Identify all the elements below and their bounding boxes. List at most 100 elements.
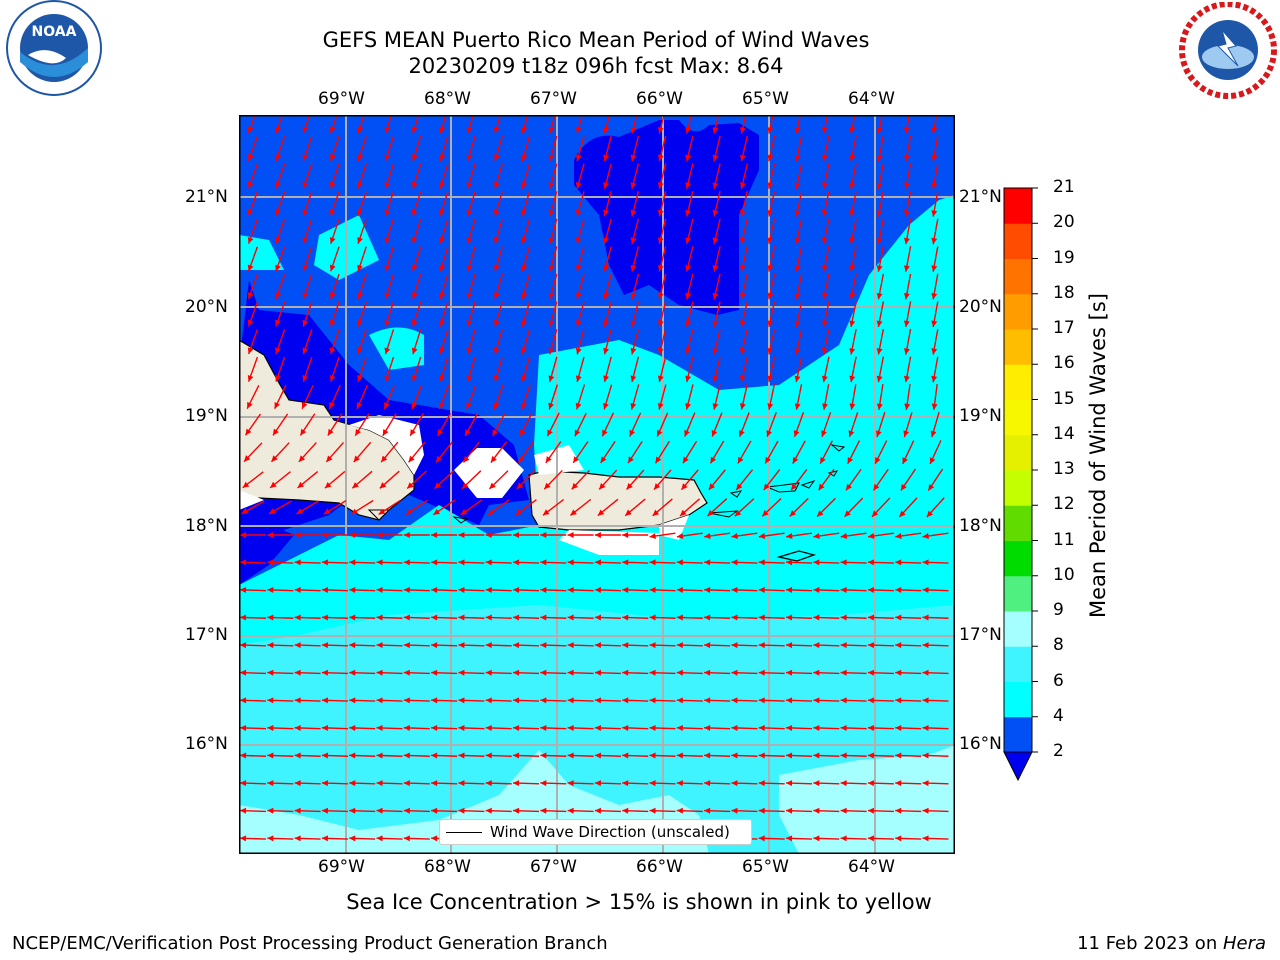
wave-arrow xyxy=(630,301,640,327)
lon-tick-top: 67°W xyxy=(530,89,577,109)
footer-date-text: 11 Feb 2023 on xyxy=(1077,933,1223,954)
wave-arrow xyxy=(540,807,567,814)
lat-tick-right: 18°N xyxy=(959,516,1002,536)
wave-arrow xyxy=(321,724,348,731)
wave-arrow xyxy=(466,115,474,134)
wave-arrow xyxy=(321,780,348,787)
wave-arrow xyxy=(840,724,867,731)
wave-arrow xyxy=(411,301,422,327)
wave-arrow xyxy=(622,559,649,566)
wave-arrow xyxy=(247,218,259,244)
wave-arrow xyxy=(439,356,449,383)
wave-arrow xyxy=(403,724,430,731)
wave-arrow xyxy=(376,697,403,704)
wave-arrow xyxy=(840,642,867,649)
wave-arrow xyxy=(657,301,667,327)
colorbar-tick-label: 9 xyxy=(1053,600,1064,620)
wave-arrow xyxy=(737,440,752,464)
wave-arrow xyxy=(485,669,512,676)
wave-arrow xyxy=(275,274,286,300)
wave-arrow xyxy=(321,614,348,621)
wave-arrow xyxy=(247,356,259,382)
wave-arrow xyxy=(684,412,696,437)
wave-arrow xyxy=(594,642,621,649)
wave-arrow xyxy=(493,273,504,300)
wave-arrow xyxy=(629,412,642,437)
wave-arrow xyxy=(353,441,372,463)
wave-arrow xyxy=(603,163,612,189)
wave-arrow xyxy=(439,218,449,245)
wave-arrow xyxy=(302,246,313,272)
wave-arrow xyxy=(622,807,649,814)
colorbar-segment xyxy=(1004,188,1032,224)
wave-arrow xyxy=(903,273,912,300)
wave-arrow xyxy=(302,329,313,355)
wave-arrow xyxy=(520,384,531,410)
wave-arrow xyxy=(657,273,667,300)
wave-arrow xyxy=(872,468,889,491)
wave-arrow xyxy=(649,532,676,539)
wave-arrow xyxy=(685,218,694,245)
wave-arrow xyxy=(845,468,862,491)
wave-arrow xyxy=(597,498,619,517)
wave-arrow xyxy=(439,191,449,217)
colorbar-tick-label: 13 xyxy=(1053,459,1075,479)
wave-arrow xyxy=(275,163,286,189)
wave-arrow xyxy=(622,780,649,787)
wave-arrow xyxy=(466,273,476,300)
colorbar-extend xyxy=(1003,751,1033,782)
wave-arrow xyxy=(903,190,912,217)
wave-arrow xyxy=(785,586,813,593)
wave-arrow xyxy=(813,697,840,704)
wave-arrow xyxy=(731,614,758,621)
wave-arrow xyxy=(349,669,376,676)
wave-arrow xyxy=(357,246,367,272)
wave-arrow xyxy=(847,440,861,465)
wave-arrow xyxy=(649,807,676,814)
wave-arrow xyxy=(357,191,367,217)
wave-arrow xyxy=(512,586,540,593)
colorbar-segment xyxy=(1004,293,1032,330)
wave-arrow xyxy=(931,135,939,162)
wave-arrow xyxy=(439,329,449,355)
wave-arrow xyxy=(519,412,533,437)
wave-arrow xyxy=(704,586,731,593)
wave-arrow xyxy=(458,642,485,649)
wave-arrow xyxy=(785,780,813,787)
wave-arrow xyxy=(849,384,857,410)
lat-tick-left: 18°N xyxy=(185,516,228,536)
wave-arrow xyxy=(794,384,803,410)
wave-arrow xyxy=(383,384,396,410)
wave-arrow xyxy=(875,411,886,438)
wave-arrow xyxy=(302,191,313,217)
wave-arrow xyxy=(813,532,840,539)
wave-arrow xyxy=(411,115,420,134)
wave-arrow xyxy=(376,532,403,538)
wave-arrow xyxy=(575,218,585,245)
wave-arrow xyxy=(384,136,395,162)
wave-arrow xyxy=(458,807,485,814)
wave-arrow xyxy=(712,328,721,355)
wave-arrow xyxy=(712,356,721,383)
wave-arrow xyxy=(822,384,830,410)
wave-arrow xyxy=(247,115,256,134)
colorbar-segment xyxy=(1004,399,1032,436)
wave-arrow xyxy=(594,697,621,704)
wave-arrow xyxy=(239,642,267,649)
wave-arrow xyxy=(439,273,449,300)
colorbar xyxy=(1003,187,1038,782)
wave-arrow xyxy=(516,470,536,490)
wave-arrow xyxy=(654,440,671,464)
wave-arrow xyxy=(758,697,785,704)
wave-arrow xyxy=(603,191,612,217)
wave-arrow xyxy=(376,807,403,814)
wave-arrow xyxy=(462,441,480,463)
wave-arrow xyxy=(466,163,476,189)
wave-arrow xyxy=(931,246,939,272)
wave-arrow xyxy=(548,329,558,355)
lon-tick-bottom: 69°W xyxy=(318,857,365,877)
wave-arrow xyxy=(298,442,317,463)
wave-arrow xyxy=(731,780,758,787)
wave-arrow xyxy=(895,697,922,704)
wave-arrow xyxy=(546,412,560,437)
